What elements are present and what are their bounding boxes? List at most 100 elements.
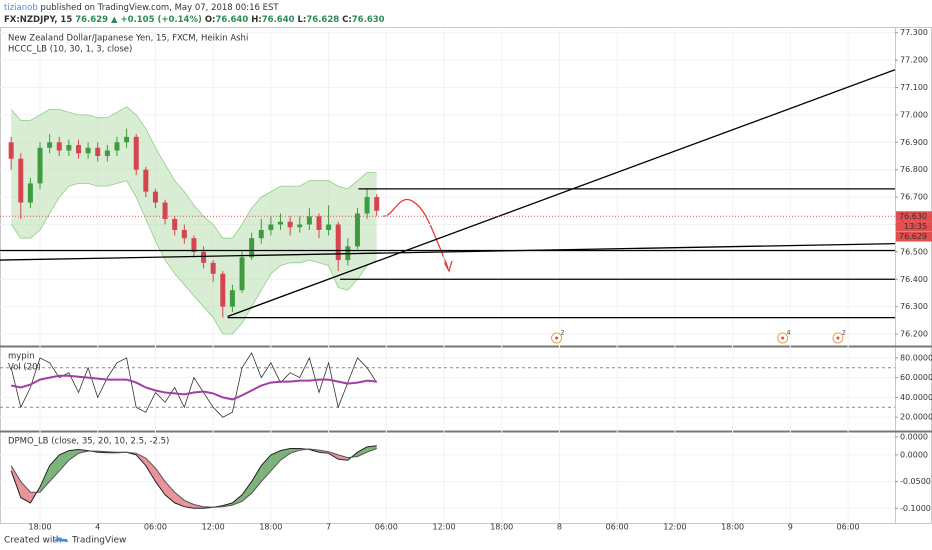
bid-label: 76.629 bbox=[899, 232, 927, 241]
candle-body bbox=[239, 257, 245, 291]
oscillator-line bbox=[10, 352, 378, 418]
cross-fill bbox=[338, 454, 348, 461]
y-tick-label: 0.0000 bbox=[900, 432, 928, 441]
candle-body bbox=[326, 224, 332, 230]
x-tick-label: 18:00 bbox=[259, 523, 282, 532]
y-tick-label: -0.0500 bbox=[900, 477, 931, 486]
last-price-box bbox=[896, 211, 932, 222]
x-tick-label: 06:00 bbox=[837, 523, 860, 532]
band-fill bbox=[11, 106, 377, 334]
y-tick-label: 77.300 bbox=[900, 28, 928, 37]
oscillator-line bbox=[10, 374, 377, 401]
x-tick-label: 18:00 bbox=[721, 523, 744, 532]
cross-fill bbox=[59, 450, 69, 471]
band-upper bbox=[10, 106, 377, 239]
x-tick-label: 12:00 bbox=[663, 523, 686, 532]
pane-subtitle: Vol (20) bbox=[8, 363, 41, 373]
cross-fill bbox=[174, 492, 185, 507]
candle-body bbox=[143, 169, 149, 192]
last: 76.629 bbox=[75, 15, 108, 25]
drawing-line bbox=[0, 243, 896, 261]
logo bbox=[54, 537, 68, 542]
y-tick-label: 76.500 bbox=[900, 247, 928, 256]
candle-body bbox=[27, 183, 33, 203]
candle-body bbox=[181, 229, 187, 239]
y-tick-label: 77.000 bbox=[900, 110, 928, 119]
cross-fill bbox=[280, 448, 291, 461]
close: 76.630 bbox=[352, 15, 385, 25]
candle-body bbox=[201, 251, 207, 263]
x-tick-label: 12:00 bbox=[202, 523, 225, 532]
candle-body bbox=[364, 197, 370, 214]
dpmo-line bbox=[10, 448, 377, 508]
candle-body bbox=[354, 213, 360, 247]
cross-fill bbox=[165, 481, 175, 503]
candle-body bbox=[133, 136, 139, 170]
candle-body bbox=[268, 224, 274, 230]
y-tick-label: 77.100 bbox=[900, 83, 928, 92]
pane-title: mypin bbox=[8, 352, 34, 362]
candle-body bbox=[95, 147, 101, 156]
candle-body bbox=[85, 147, 91, 154]
candle-body bbox=[56, 142, 62, 151]
published-line: tizianob published on TradingView.com, M… bbox=[4, 3, 279, 13]
cross-fill bbox=[155, 468, 166, 495]
candle-body bbox=[114, 142, 120, 151]
candle-body bbox=[172, 219, 178, 230]
x-tick-label: 4 bbox=[95, 523, 100, 532]
y-tick-label: 76.300 bbox=[900, 302, 928, 311]
candle-body bbox=[374, 197, 380, 211]
quote-line: FX:NZDJPY, 15 76.629 ▲ +0.105 (+0.14%) O… bbox=[4, 15, 385, 25]
bid-box bbox=[896, 231, 932, 242]
y-tick-label: 76.700 bbox=[900, 193, 928, 202]
c-label: C: bbox=[342, 15, 352, 25]
y-tick-label: 60.0000 bbox=[900, 373, 932, 382]
candle-body bbox=[220, 273, 226, 307]
x-tick-label: 9 bbox=[788, 523, 793, 532]
candle-body bbox=[306, 216, 312, 225]
y-tick-label: 76.200 bbox=[900, 330, 928, 339]
o-label: O: bbox=[205, 15, 216, 25]
x-tick-label: 12:00 bbox=[433, 523, 456, 532]
candle-body bbox=[249, 238, 255, 258]
event-dot bbox=[781, 336, 785, 340]
pane-title: New Zealand Dollar/Japanese Yen, 15, FXC… bbox=[8, 34, 248, 44]
symbol: FX:NZDJPY, 15 bbox=[4, 15, 72, 25]
y-tick-label: 77.200 bbox=[900, 56, 928, 65]
author[interactable]: tizianob bbox=[4, 3, 38, 13]
pane-subtitle: HCCC_LB (10, 30, 1, 3, close) bbox=[8, 45, 132, 55]
candle-body bbox=[258, 229, 264, 239]
countdown-box bbox=[896, 221, 932, 232]
cross-fill bbox=[270, 450, 281, 471]
event-label: 4 bbox=[787, 330, 791, 337]
cross-fill bbox=[68, 449, 79, 461]
candle-body bbox=[335, 224, 341, 261]
x-tick-label: 7 bbox=[326, 523, 331, 532]
event-label: 2 bbox=[561, 330, 565, 337]
footer-brand[interactable]: TradingView bbox=[71, 536, 126, 546]
candle-body bbox=[104, 150, 110, 156]
event-label: 2 bbox=[842, 330, 846, 337]
x-tick-label: 8 bbox=[557, 523, 562, 532]
candle-body bbox=[66, 145, 72, 151]
candle-body bbox=[8, 142, 14, 159]
candle-body bbox=[47, 142, 53, 148]
l-label: L: bbox=[298, 15, 307, 25]
y-tick-label: 76.800 bbox=[900, 165, 928, 174]
cross-fill bbox=[184, 500, 194, 509]
cross-fill bbox=[251, 465, 262, 494]
candle-body bbox=[229, 290, 235, 307]
cross-fill bbox=[20, 481, 31, 503]
candle-body bbox=[162, 202, 168, 219]
h-label: H: bbox=[251, 15, 262, 25]
candle-body bbox=[75, 145, 81, 154]
y-tick-label: 20.0000 bbox=[900, 413, 932, 422]
x-tick-label: 18:00 bbox=[28, 523, 51, 532]
x-tick-label: 06:00 bbox=[606, 523, 629, 532]
candle-body bbox=[124, 136, 130, 143]
event-dot bbox=[836, 336, 840, 340]
y-tick-label: 76.400 bbox=[900, 275, 928, 284]
dpmo-line bbox=[10, 445, 377, 509]
